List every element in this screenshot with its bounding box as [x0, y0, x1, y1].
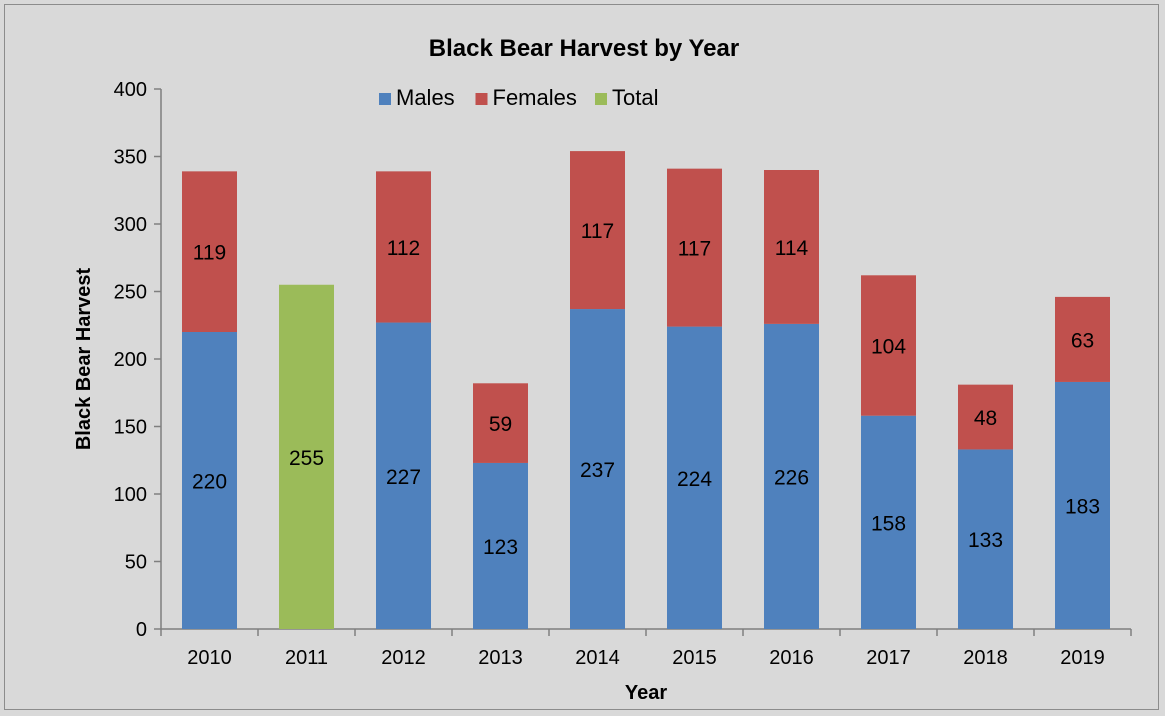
- chart-title: Black Bear Harvest by Year: [429, 35, 739, 62]
- legend-swatch-males: [379, 93, 391, 105]
- y-axis-title: Black Bear Harvest: [73, 267, 95, 450]
- data-label-females: 117: [678, 238, 711, 261]
- data-label-females: 117: [581, 220, 614, 243]
- x-tick-label: 2014: [575, 647, 620, 669]
- data-label-females: 59: [489, 413, 512, 436]
- bar-females: [764, 170, 819, 324]
- y-tick-label: 400: [114, 79, 147, 101]
- legend: Males Females Total: [379, 85, 658, 110]
- data-label-males: 220: [192, 471, 227, 494]
- data-label-females: 48: [974, 407, 997, 430]
- bar-males: [182, 332, 237, 629]
- x-tick-label: 2019: [1060, 647, 1105, 669]
- x-tick-label: 2018: [963, 647, 1008, 669]
- data-label-males: 183: [1065, 495, 1100, 518]
- bar-males: [958, 449, 1013, 629]
- legend-swatch-females: [475, 93, 488, 105]
- x-tick-label: 2012: [381, 647, 426, 669]
- x-axis-title: Year: [625, 682, 667, 704]
- data-label-females: 119: [193, 242, 226, 265]
- legend-label-males: Males: [396, 85, 455, 110]
- data-label-total: 255: [289, 447, 324, 470]
- bar-females: [861, 275, 916, 416]
- data-label-females: 112: [387, 237, 420, 260]
- legend-label-females: Females: [493, 85, 577, 110]
- bar-males: [570, 309, 625, 629]
- legend-swatch-total: [595, 93, 607, 105]
- data-label-females: 114: [775, 237, 809, 260]
- y-tick-label: 0: [136, 619, 147, 641]
- bar-males: [861, 415, 916, 629]
- x-tick-label: 2011: [285, 647, 328, 669]
- data-label-males: 123: [483, 536, 518, 559]
- chart-frame: Black Bear Harvest by Year Year Black Be…: [4, 4, 1159, 710]
- x-tick-label: 2017: [866, 647, 911, 669]
- y-tick-label: 300: [114, 214, 147, 236]
- bar-males: [667, 326, 722, 629]
- bar-females: [376, 171, 431, 323]
- data-label-males: 224: [677, 468, 712, 491]
- bar-females: [182, 171, 237, 332]
- x-tick-label: 2015: [672, 647, 717, 669]
- data-label-females: 63: [1071, 329, 1094, 352]
- y-tick-label: 350: [114, 147, 147, 169]
- y-tick-label: 100: [114, 484, 147, 506]
- bar-total: [279, 284, 334, 629]
- y-tick-label: 200: [114, 349, 147, 371]
- x-tick-label: 2010: [187, 647, 232, 669]
- bar-males: [1055, 381, 1110, 629]
- data-label-males: 158: [871, 512, 906, 535]
- data-label-males: 227: [386, 466, 421, 489]
- bar-males: [473, 462, 528, 629]
- bar-males: [376, 322, 431, 629]
- data-label-males: 237: [580, 459, 615, 482]
- y-tick-label: 50: [125, 552, 147, 574]
- data-label-males: 133: [968, 529, 1003, 552]
- bar-females: [570, 151, 625, 310]
- bar-females: [958, 384, 1013, 450]
- data-label-males: 226: [774, 466, 809, 489]
- plot-area: 0 50 100 150 200 250 300 350 400 2010 2011 2012 2013…: [114, 79, 1132, 669]
- data-label-females: 104: [871, 336, 906, 359]
- x-tick-label: 2013: [478, 647, 523, 669]
- legend-label-total: Total: [612, 85, 658, 110]
- bar-females: [1055, 296, 1110, 382]
- bar-males: [764, 323, 819, 629]
- y-tick-label: 150: [114, 417, 147, 439]
- x-tick-label: 2016: [769, 647, 814, 669]
- bar-females: [667, 168, 722, 327]
- bar-females: [473, 383, 528, 463]
- y-tick-label: 250: [114, 282, 147, 304]
